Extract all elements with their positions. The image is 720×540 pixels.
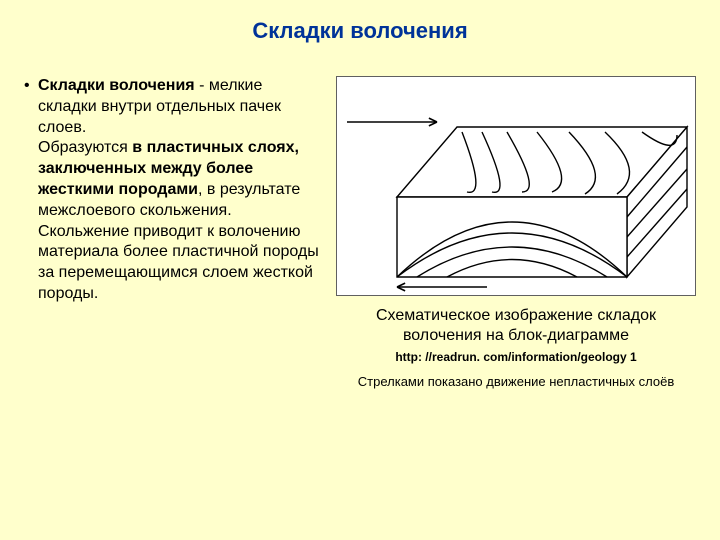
bullet-item: • Складки волочения - мелкие складки вну… — [24, 76, 320, 305]
mid-pre: Образуются — [38, 139, 132, 156]
diagram-svg — [337, 77, 697, 297]
page-title: Складки волочения — [24, 18, 696, 44]
block-diagram — [336, 76, 696, 296]
right-column: Схематическое изображение складок волоче… — [336, 76, 696, 389]
tail-text: Скольжение приводит к волочению материал… — [38, 222, 320, 305]
caption-note: Стрелками показано движение непластичных… — [358, 374, 674, 389]
lead-bold: Складки волочения — [38, 77, 195, 94]
content-row: • Складки волочения - мелкие складки вну… — [24, 76, 696, 389]
caption-url: http: //readrun. com/information/geology… — [395, 350, 636, 364]
left-text-column: • Складки волочения - мелкие складки вну… — [24, 76, 320, 305]
bullet-dot: • — [24, 76, 38, 305]
bullet-text: Складки волочения - мелкие складки внутр… — [38, 76, 320, 305]
caption-main: Схематическое изображение складок волоче… — [336, 306, 696, 346]
